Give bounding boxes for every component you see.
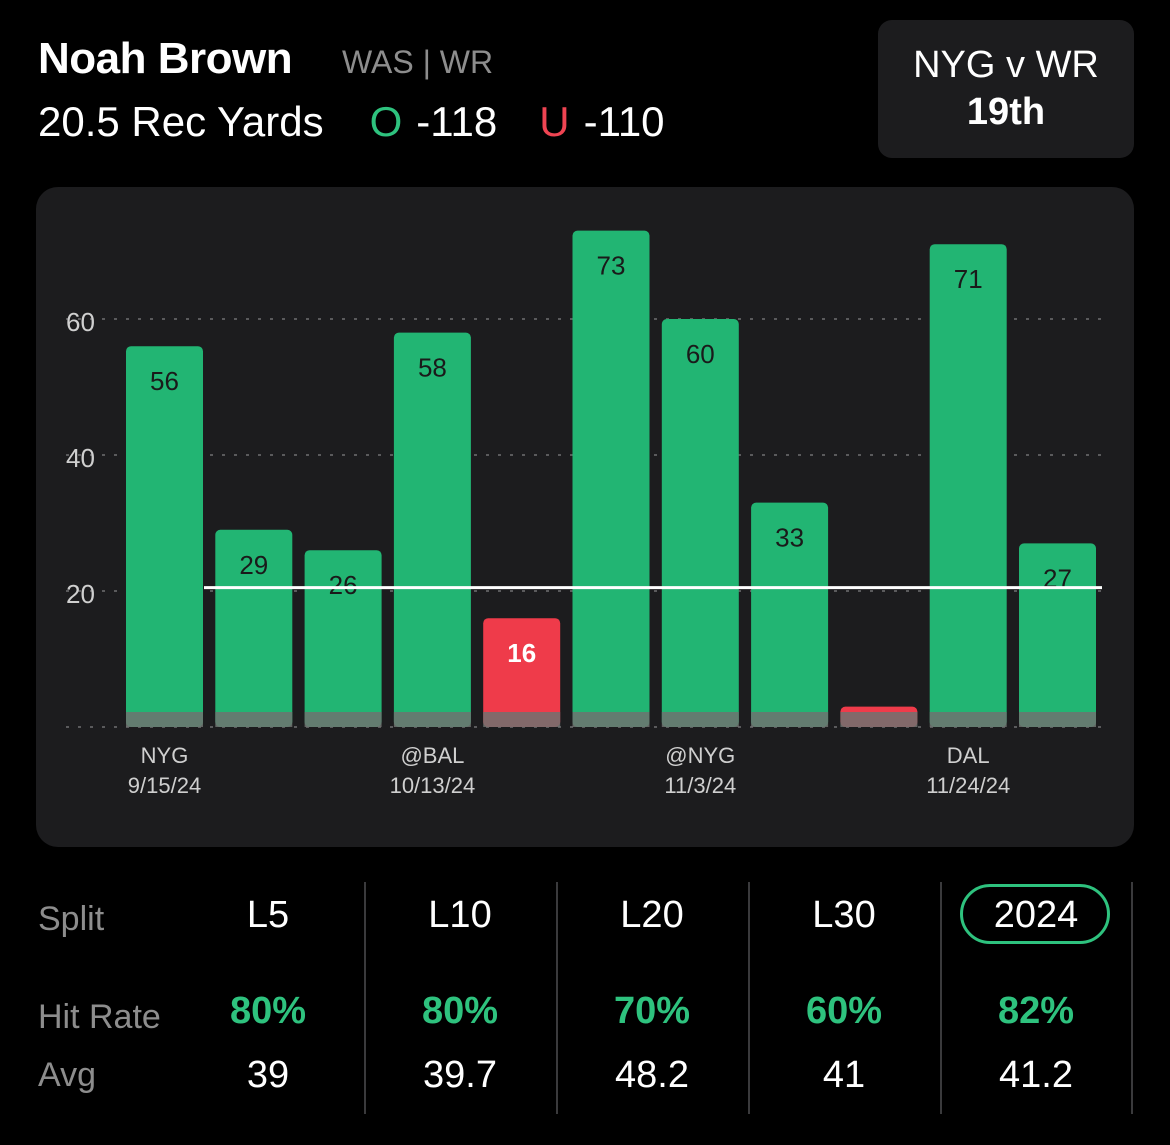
split-row-label: Split: [38, 900, 105, 938]
column-divider: [364, 882, 366, 1114]
player-name: Noah Brown: [38, 34, 293, 83]
bar-base: [661, 712, 739, 727]
matchup-card[interactable]: NYG v WR 19th: [878, 20, 1134, 158]
bar: [304, 550, 382, 727]
bar-base: [215, 712, 293, 727]
prop-line: 20.5 Rec Yards O -118 U -110: [38, 98, 665, 146]
bar-base: [393, 712, 471, 727]
bar-value-label: 60: [686, 339, 715, 369]
column-divider: [748, 882, 750, 1114]
bar-base: [751, 712, 829, 727]
split-name[interactable]: L30: [812, 894, 876, 936]
over-odds[interactable]: -118: [416, 98, 498, 145]
over-label: O: [369, 98, 403, 145]
y-tick-label: 60: [66, 307, 95, 337]
split-col-2024[interactable]: 2024 82% 41.2: [940, 880, 1132, 1116]
y-tick-label: 20: [66, 579, 95, 609]
split-hit-rate: 60%: [805, 990, 883, 1032]
bar: [572, 230, 650, 727]
bar: [215, 529, 293, 727]
split-col-l10[interactable]: L10 80% 39.7: [364, 880, 556, 1116]
bar-value-label: 73: [597, 251, 626, 281]
bar-base: [929, 712, 1007, 727]
bar-value-label: 16: [507, 638, 536, 668]
under-label: U: [539, 98, 570, 145]
x-label-date: 9/15/24: [128, 773, 201, 798]
x-label-date: 11/24/24: [926, 773, 1010, 798]
bar-value-label: 71: [954, 264, 983, 294]
bar: [126, 346, 203, 727]
avg-row-label: Avg: [38, 1056, 96, 1094]
split-name[interactable]: L10: [428, 894, 492, 936]
x-label-opponent: DAL: [947, 743, 990, 768]
prop-label: 20.5 Rec Yards: [38, 98, 324, 145]
split-hit-rate: 82%: [997, 990, 1075, 1032]
bar-chart-svg: 20406056292658167360337127NYG9/15/24@BAL…: [66, 230, 1102, 798]
column-divider: [940, 882, 942, 1114]
matchup-rank: 19th: [966, 91, 1046, 133]
split-name[interactable]: 2024: [993, 894, 1079, 936]
split-avg: 48.2: [615, 1054, 689, 1096]
bar-base: [1019, 712, 1096, 727]
split-hit-rate: 80%: [229, 990, 307, 1032]
split-avg: 41.2: [999, 1054, 1073, 1096]
selected-split-outline: [960, 884, 1110, 944]
bar: [1019, 543, 1096, 727]
x-label-opponent: NYG: [141, 743, 189, 768]
bar-value-label: 26: [329, 570, 358, 600]
split-hit-rate: 80%: [421, 990, 499, 1032]
bar: [751, 502, 829, 727]
bar-base: [840, 712, 918, 727]
bar-base: [572, 712, 650, 727]
split-hit-rate: 70%: [613, 990, 691, 1032]
bar: [929, 244, 1007, 727]
split-avg: 39: [246, 1054, 290, 1096]
game-log-chart: 20 40 60 56 29 26 58 16 73 60 33 71 27 NYG 9/15/24 @BAL…: [36, 187, 1134, 847]
under-odds[interactable]: -110: [583, 98, 665, 145]
bar: [483, 618, 561, 727]
x-label-opponent: @NYG: [665, 743, 735, 768]
bar: [661, 319, 739, 727]
column-divider: [1131, 882, 1133, 1114]
split-name[interactable]: L20: [620, 894, 684, 936]
bar-base: [483, 712, 561, 727]
bar-base: [304, 712, 382, 727]
bar-value-label: 56: [150, 366, 179, 396]
bar-base: [126, 712, 203, 727]
column-divider: [556, 882, 558, 1114]
team-position: WAS | WR: [342, 44, 494, 80]
split-avg: 39.7: [423, 1054, 497, 1096]
bar-value-label: 29: [239, 550, 268, 580]
bar-value-label: 33: [775, 523, 804, 553]
x-label-date: 11/3/24: [664, 773, 736, 798]
bar: [393, 332, 471, 727]
matchup-title: NYG v WR: [913, 44, 1099, 86]
split-avg: 41: [822, 1054, 866, 1096]
split-col-l30[interactable]: L30 60% 41: [748, 880, 940, 1116]
hit-rate-row-label: Hit Rate: [38, 998, 161, 1036]
split-name[interactable]: L5: [246, 894, 290, 936]
bar-value-label: 58: [418, 353, 447, 383]
split-col-l20[interactable]: L20 70% 48.2: [556, 880, 748, 1116]
y-tick-label: 40: [66, 443, 95, 473]
x-label-date: 10/13/24: [390, 773, 476, 798]
x-label-opponent: @BAL: [400, 743, 464, 768]
splits-table: Split Hit Rate Avg L5 80% 39 L10 80% 39.7 L20 7…: [0, 880, 1170, 1120]
split-col-l5[interactable]: L5 80% 39: [172, 880, 364, 1116]
